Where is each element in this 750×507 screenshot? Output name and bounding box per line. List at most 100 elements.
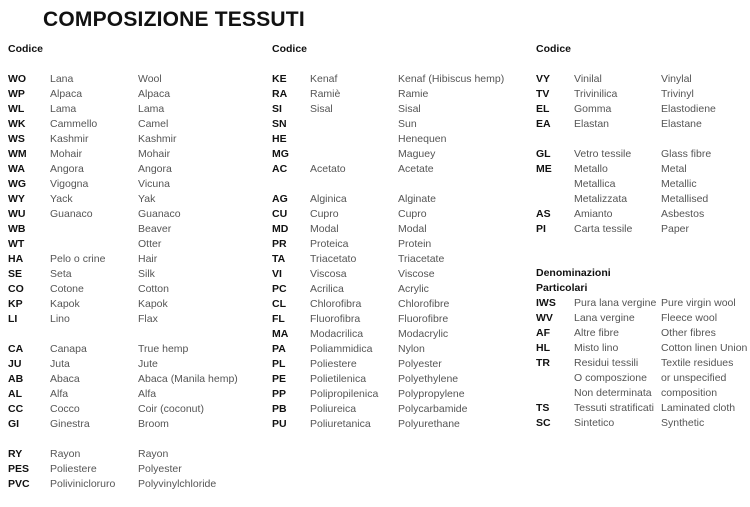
english-name: Synthetic [661, 417, 705, 429]
italian-name: Lino [50, 313, 70, 325]
italian-name: Vetro tessile [574, 148, 632, 160]
table-row: MG Maguey [272, 147, 435, 162]
italian-name: Lana vergine [574, 312, 635, 324]
italian-name: Amianto [574, 208, 613, 220]
table-row: PP Polipropilenica Polypropylene [272, 387, 465, 402]
italian-name: Residui tessili [574, 357, 639, 369]
italian-name: Sisal [310, 103, 333, 115]
english-name: Polyurethane [398, 418, 460, 430]
italian-name: Non determinata [574, 387, 652, 399]
section: Codice WO Lana Wool WP Alpaca Alpaca WL Lama Lama… [8, 42, 238, 507]
italian-name: Abaca [50, 373, 80, 385]
fiber-code: CO [8, 283, 24, 295]
english-name: Abaca (Manila hemp) [138, 373, 238, 385]
english-name: Kapok [138, 298, 168, 310]
table-row: Metalizzata Metallised [536, 192, 708, 207]
italian-name: Acrilica [310, 283, 344, 295]
italian-name: Pura lana vergine [574, 297, 657, 309]
italian-name: Viscosa [310, 268, 347, 280]
fiber-code: CA [8, 343, 24, 355]
english-name: Beaver [138, 223, 172, 235]
italian-name: Rayon [50, 448, 81, 460]
fiber-code: RA [272, 88, 288, 100]
italian-name: Misto lino [574, 342, 619, 354]
table-row: FL Fluorofibra Fluorofibre [272, 312, 448, 327]
italian-name: Modal [310, 223, 339, 235]
table-row: GL Vetro tessile Glass fibre [536, 147, 711, 162]
table-row: CO Cotone Cotton [8, 282, 169, 297]
english-name: Kashmir [138, 133, 177, 145]
english-name: Laminated cloth [661, 402, 736, 414]
english-name: Elastane [661, 118, 702, 130]
fiber-code: SE [8, 268, 23, 280]
fiber-code: TA [272, 253, 286, 265]
italian-name: Canapa [50, 343, 87, 355]
english-name: Yak [138, 193, 156, 205]
spacer [536, 57, 571, 72]
italian-name: Poliestere [50, 463, 97, 475]
table-row: AS Amianto Asbestos [536, 207, 704, 222]
section: Codice KE Kenaf Kenaf (Hibiscus hemp) RA Rami… [272, 42, 504, 447]
english-name: Henequen [398, 133, 447, 145]
code-group: CA Canapa True hemp JU Juta Jute AB Abaca Abaca … [8, 342, 238, 432]
table-row: GI Ginestra Broom [8, 417, 169, 432]
english-name: Fluorofibre [398, 313, 449, 325]
italian-name: Triacetato [310, 253, 357, 265]
table-row: ME Metallo Metal [536, 162, 687, 177]
fiber-code: WS [8, 133, 25, 145]
italian-name: Juta [50, 358, 70, 370]
english-name: Sun [398, 118, 417, 130]
english-name: Wool [138, 73, 162, 85]
fiber-code: PVC [8, 478, 30, 490]
table-row: PA Poliammidica Nylon [272, 342, 425, 357]
fiber-code: AF [536, 327, 550, 339]
table-row: WY Yack Yak [8, 192, 155, 207]
italian-name: Cupro [310, 208, 339, 220]
fiber-code: PI [536, 223, 546, 235]
english-name: Jute [138, 358, 158, 370]
table-row: WU Guanaco Guanaco [8, 207, 181, 222]
table-row: PI Carta tessile Paper [536, 222, 689, 237]
italian-name: O composzione [574, 372, 647, 384]
english-name: Metal [661, 163, 687, 175]
english-name: Protein [398, 238, 432, 250]
table-row: O composzione or unspecified [536, 371, 726, 386]
italian-name: Polipropilenica [310, 388, 379, 400]
fiber-code: AC [272, 163, 288, 175]
italian-name: Metallica [574, 178, 616, 190]
fiber-code: WP [8, 88, 25, 100]
english-name: Broom [138, 418, 169, 430]
italian-name: Poliuretanica [310, 418, 371, 430]
code-group: IWS Pura lana vergine Pure virgin wool WV La… [536, 296, 747, 431]
italian-name: Modacrilica [310, 328, 364, 340]
table-row: VY Vinilal Vinylal [536, 72, 692, 87]
fiber-code: EL [536, 103, 550, 115]
table-row: WM Mohair Mohair [8, 147, 170, 162]
english-name: Acrylic [398, 283, 429, 295]
english-name: Camel [138, 118, 169, 130]
fiber-code: WO [8, 73, 27, 85]
section-header: Codice [8, 43, 44, 55]
fiber-code: WM [8, 148, 27, 160]
fiber-code: GI [8, 418, 20, 430]
table-row: PC Acrilica Acrylic [272, 282, 429, 297]
italian-name: Polivinicloruro [50, 478, 116, 490]
fiber-code: MA [272, 328, 289, 340]
english-name: Textile residues [661, 357, 734, 369]
english-name: Acetate [398, 163, 434, 175]
fiber-code: WK [8, 118, 26, 130]
spacer [8, 57, 43, 72]
fiber-code: WU [8, 208, 26, 220]
english-name: Cotton [138, 283, 169, 295]
fiber-code: WB [8, 223, 26, 235]
english-name: Metallised [661, 193, 709, 205]
english-name: Fleece wool [661, 312, 718, 324]
fiber-code: PU [272, 418, 287, 430]
table-row: RA Ramiè Ramie [272, 87, 428, 102]
table-row: WS Kashmir Kashmir [8, 132, 177, 147]
table-row: SN Sun [272, 117, 417, 132]
english-name: Maguey [398, 148, 436, 160]
english-name: Alginate [398, 193, 436, 205]
english-name: Polyester [398, 358, 442, 370]
italian-name: Mohair [50, 148, 83, 160]
